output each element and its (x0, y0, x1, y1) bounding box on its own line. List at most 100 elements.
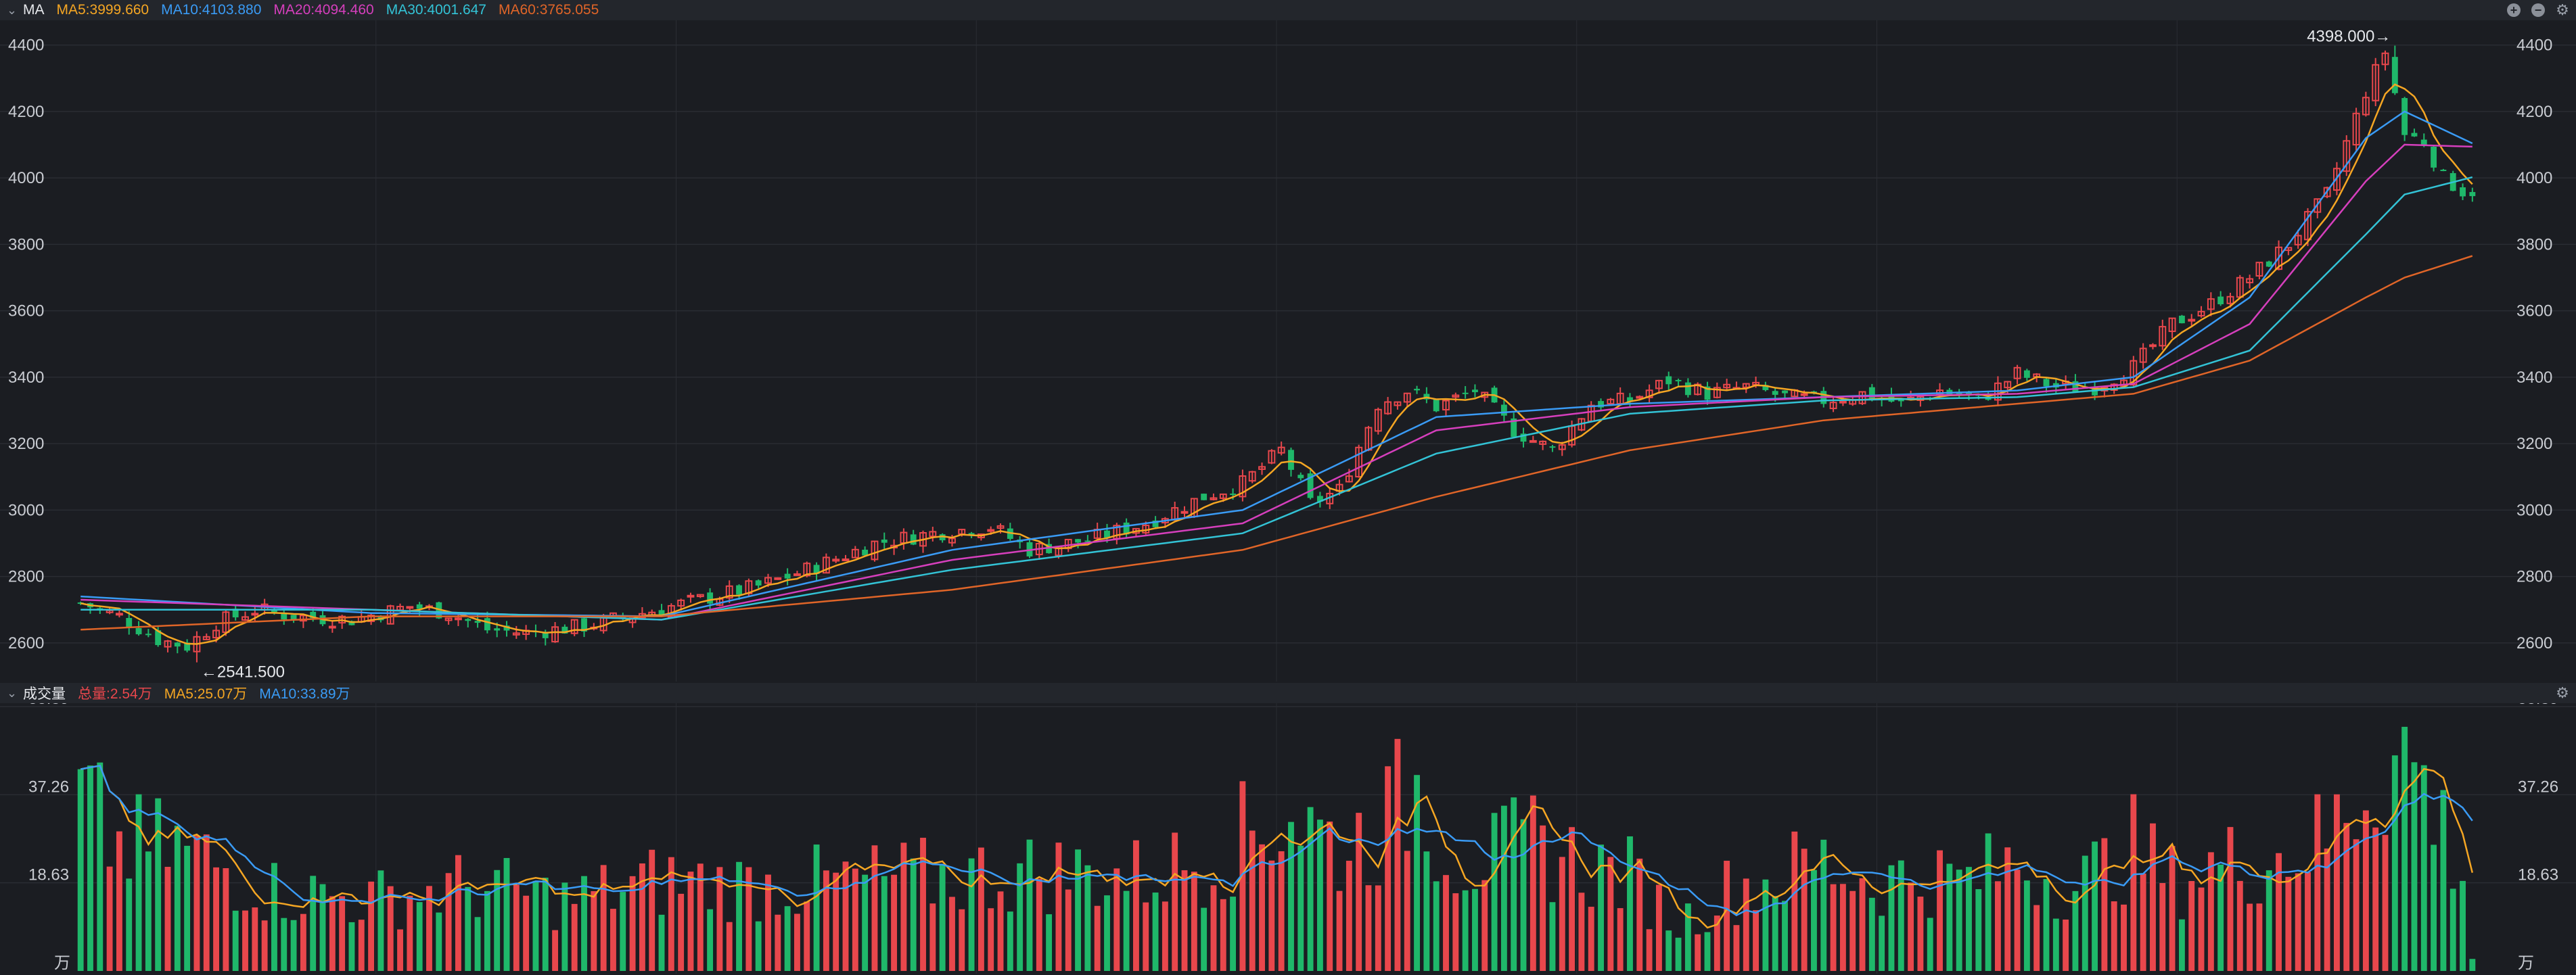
price-tick-right: 3200 (2516, 435, 2552, 453)
price-tick-left: 3200 (8, 435, 44, 453)
volume-bar (900, 842, 907, 971)
collapse-main-chevron-icon[interactable]: ⌄ (7, 3, 18, 17)
volume-bar (213, 867, 219, 971)
candle-body (145, 634, 152, 636)
remove-indicator-icon[interactable]: − (2530, 2, 2546, 18)
volume-bar (1055, 842, 1062, 971)
candle-body (2440, 170, 2447, 172)
volume-ma10-readout: MA10:33.89万 (259, 686, 350, 702)
candle-body (1636, 396, 1644, 399)
volume-bar (804, 901, 810, 971)
volume-bar (2305, 872, 2311, 971)
volume-bar (1578, 893, 1585, 971)
volume-bar (629, 876, 636, 971)
candle-body (987, 529, 995, 532)
volume-bar (2130, 794, 2137, 971)
candle-body (348, 621, 355, 625)
volume-bar (678, 893, 685, 971)
ma60-line (80, 255, 2473, 631)
volume-bar (1152, 893, 1159, 971)
candle-body (1414, 389, 1420, 391)
candle-body (2333, 168, 2341, 191)
volume-indicator-title[interactable]: 成交量 (23, 686, 66, 702)
settings-gear-icon[interactable]: ⚙ (2556, 1, 2569, 18)
volume-bar (1540, 825, 1546, 971)
candle-body (416, 604, 423, 609)
volume-bar (949, 897, 955, 971)
add-indicator-icon[interactable]: + (2506, 2, 2522, 18)
volume-bar (1811, 870, 1817, 971)
volume-bar (697, 863, 704, 971)
volume-bar (687, 872, 694, 971)
volume-settings-gear-icon[interactable]: ⚙ (2556, 684, 2569, 701)
volume-bar (455, 855, 461, 971)
volume-bar (2121, 904, 2127, 971)
price-tick-left: 2600 (8, 634, 44, 652)
volume-bar (1956, 870, 1962, 971)
candle-body (755, 580, 762, 586)
candle-body (1713, 387, 1721, 398)
candle-body (1462, 392, 1469, 394)
volume-bar (1288, 822, 1294, 971)
volume-bar (329, 896, 336, 971)
ma20-readout: MA20:4094.460 (273, 2, 374, 18)
candle-body (1772, 391, 1778, 395)
volume-bar (97, 762, 104, 971)
candle-body (2197, 310, 2205, 316)
main-indicator-bar: ⌄ MA MA5:3999.660 MA10:4103.880 MA20:409… (0, 0, 2576, 20)
candle-body (2391, 57, 2398, 93)
candle-body (212, 629, 220, 639)
volume-bar (1133, 840, 1139, 971)
volume-bar (852, 868, 858, 971)
candle-body (996, 525, 1005, 529)
volume-bar (2285, 876, 2292, 971)
volume-bar (77, 769, 84, 971)
volume-bar (1113, 868, 1120, 971)
volume-bar (223, 867, 229, 971)
price-tick-left: 4400 (8, 37, 44, 55)
volume-bar (1569, 827, 1576, 971)
volume-bar (106, 866, 113, 971)
candle-body (1345, 475, 1353, 483)
volume-bar (1520, 819, 1527, 971)
price-tick-left: 4200 (8, 103, 44, 121)
candle-body (1297, 475, 1304, 479)
volume-bar (823, 870, 829, 971)
candle-body (793, 573, 801, 576)
candle-body (687, 594, 695, 598)
collapse-volume-chevron-icon[interactable]: ⌄ (7, 686, 18, 700)
ma60-readout: MA60:3765.055 (499, 2, 599, 18)
volume-ma5-readout: MA5:25.07万 (164, 686, 248, 702)
candle-body (2004, 381, 2012, 389)
ma30-line (80, 176, 2473, 621)
volume-bar (726, 922, 733, 971)
volume-bar (2092, 841, 2098, 971)
volume-bar (1210, 885, 1217, 971)
price-tick-left: 4000 (8, 169, 44, 187)
volume-tick-left: 18.63 (28, 866, 69, 884)
volume-bar (2324, 848, 2330, 971)
volume-bar (1375, 885, 1381, 971)
main-indicator-title[interactable]: MA (23, 2, 45, 18)
candle-body (1277, 446, 1285, 454)
volume-bar (2460, 880, 2466, 971)
volume-bar (1549, 902, 1556, 971)
candle-body (1858, 391, 1866, 404)
volume-bar (1975, 889, 1982, 971)
candle-body (1549, 446, 1556, 448)
candle-body (474, 621, 481, 623)
volume-bar (1500, 805, 1507, 971)
volume-bar (1472, 888, 1478, 971)
volume-bar (891, 874, 898, 971)
volume-bar (668, 857, 674, 971)
candle-body (803, 563, 811, 577)
candle-body (1645, 389, 1653, 398)
candle-body (677, 599, 685, 607)
candle-body (2178, 315, 2185, 324)
volume-bar (2256, 903, 2263, 971)
volume-bar (135, 794, 142, 971)
candle-body (2431, 146, 2437, 168)
volume-bar (261, 920, 268, 971)
